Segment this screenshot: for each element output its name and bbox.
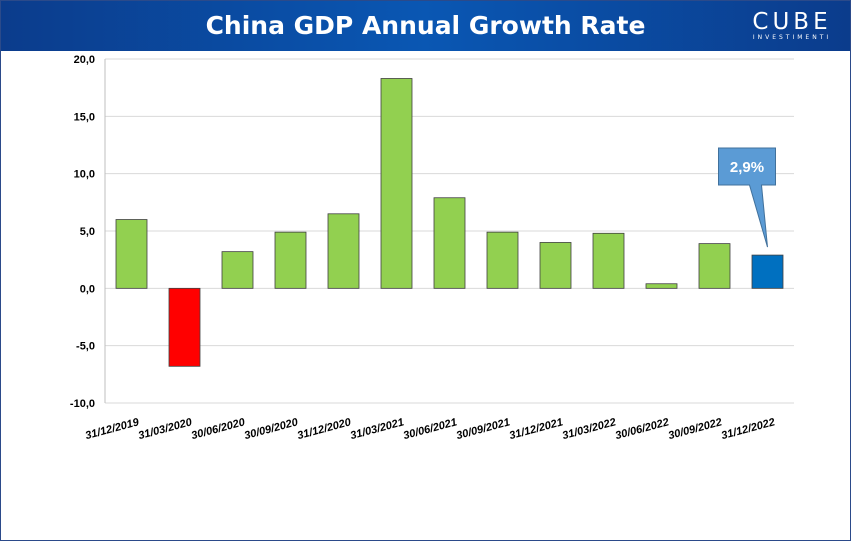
x-tick-label: 31/12/2019 — [84, 416, 141, 442]
x-tick-label: 30/06/2020 — [190, 416, 247, 442]
bar — [115, 219, 148, 289]
bar — [592, 232, 625, 289]
title-banner: China GDP Annual Growth Rate CUBE INVEST… — [1, 1, 850, 51]
x-tick-label: 31/03/2021 — [349, 416, 405, 442]
y-tick-label: 20,0 — [74, 54, 95, 66]
y-tick-label: 0,0 — [80, 283, 95, 295]
x-tick-label: 31/03/2020 — [137, 416, 194, 442]
bar — [168, 287, 201, 367]
x-tick-label: 30/09/2021 — [455, 416, 511, 442]
bar — [486, 231, 519, 289]
bar — [221, 251, 254, 289]
y-tick-label: 10,0 — [74, 169, 95, 181]
x-tick-label: 31/03/2022 — [561, 416, 617, 442]
x-tick-label: 30/06/2022 — [614, 416, 670, 442]
callout-label: 2,9% — [730, 159, 764, 176]
logo-subtext: INVESTIMENTI — [752, 34, 832, 41]
bar — [751, 254, 784, 289]
bar — [380, 78, 413, 289]
x-tick-label: 30/09/2022 — [667, 416, 723, 442]
x-tick-label: 31/12/2020 — [296, 416, 353, 442]
x-tick-label: 30/06/2021 — [402, 416, 458, 442]
bar — [433, 197, 466, 289]
y-tick-label: 15,0 — [74, 111, 95, 123]
chart-title: China GDP Annual Growth Rate — [205, 11, 646, 40]
bar — [327, 213, 360, 289]
x-tick-label: 31/12/2021 — [508, 416, 564, 442]
y-tick-label: -5,0 — [76, 341, 95, 353]
logo-wordmark: CUBE — [752, 9, 832, 35]
callout-bubble — [718, 147, 776, 248]
y-tick-label: 5,0 — [80, 226, 95, 238]
x-tick-label: 30/09/2020 — [243, 416, 300, 442]
bar — [698, 243, 731, 289]
x-tick-label: 31/12/2022 — [720, 416, 776, 442]
bar — [539, 242, 572, 289]
bar — [274, 231, 307, 289]
bar — [645, 283, 678, 289]
y-tick-label: -10,0 — [70, 398, 95, 410]
cube-logo: CUBE INVESTIMENTI — [744, 10, 840, 44]
